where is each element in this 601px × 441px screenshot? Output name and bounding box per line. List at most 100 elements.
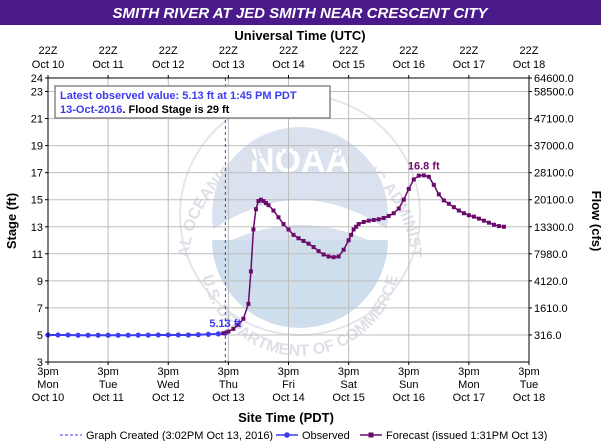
top-tick-time: 22Z	[339, 45, 358, 57]
forecast-point	[481, 218, 486, 223]
y2-tick-label: 64600.0	[534, 73, 574, 85]
y-tick-label: 15	[31, 195, 43, 207]
forecast-point	[258, 197, 263, 202]
forecast-point	[461, 211, 466, 216]
forecast-point	[401, 197, 406, 202]
top-axis-title: Universal Time (UTC)	[234, 28, 365, 43]
x-tick-time: 3pm	[278, 366, 299, 378]
top-tick-date: Oct 10	[32, 59, 64, 71]
latest-value-box: Latest observed value: 5.13 ft at 1:45 P…	[54, 85, 331, 119]
observed-value-label: 5.13 ft	[209, 318, 241, 330]
latest-value-date: 13-Oct-2016	[60, 104, 122, 116]
observed-point	[115, 332, 121, 338]
title-bar	[0, 0, 601, 25]
top-tick-time: 22Z	[159, 45, 178, 57]
y-axis-title: Stage (ft)	[4, 193, 19, 249]
forecast-point	[281, 222, 286, 227]
forecast-point	[436, 192, 441, 197]
top-tick-date: Oct 17	[453, 59, 485, 71]
forecast-point	[391, 211, 396, 216]
forecast-point	[271, 208, 276, 213]
watermark-lower-half	[212, 240, 388, 328]
y2-tick-label: 37000.0	[534, 141, 574, 153]
y-tick-label: 23	[31, 87, 43, 99]
y-tick-label: 5	[37, 330, 43, 342]
y-tick-label: 7	[37, 303, 43, 315]
x-tick-date: Oct 13	[212, 392, 244, 404]
x-tick-day: Tue	[99, 379, 118, 391]
top-tick-time: 22Z	[399, 45, 418, 57]
y-tick-label: 19	[31, 141, 43, 153]
forecast-point	[496, 224, 501, 229]
x-tick-day: Wed	[157, 379, 179, 391]
forecast-point	[426, 174, 431, 179]
observed-point	[205, 331, 211, 337]
y-tick-label: 24	[31, 73, 43, 85]
forecast-point	[376, 217, 381, 222]
forecast-point	[446, 201, 451, 206]
latest-value-line1: Latest observed value: 5.13 ft at 1:45 P…	[60, 90, 297, 102]
forecast-point	[331, 255, 336, 260]
observed-point	[125, 332, 131, 338]
peak-value-label: 16.8 ft	[408, 160, 440, 172]
x-tick-day: Sun	[399, 379, 419, 391]
forecast-point	[411, 177, 416, 182]
y2-tick-label: 4120.0	[534, 276, 568, 288]
x-tick-time: 3pm	[398, 366, 419, 378]
legend-forecast-label: Forecast (issued 1:31PM Oct 13)	[386, 430, 547, 441]
forecast-point	[286, 227, 291, 232]
y2-tick-label: 20100.0	[534, 195, 574, 207]
y2-tick-label: 47100.0	[534, 114, 574, 126]
forecast-point	[276, 215, 281, 220]
x-axis-title: Site Time (PDT)	[238, 410, 334, 425]
observed-point	[145, 332, 151, 338]
latest-value-box-border	[54, 85, 331, 119]
y-tick-label: 11	[32, 249, 43, 261]
x-tick-day: Mon	[37, 379, 58, 391]
y2-tick-label: 1610.0	[534, 303, 568, 315]
watermark-disk	[212, 127, 388, 303]
x-tick-date: Oct 10	[32, 392, 64, 404]
y2-tick-label: 316.0	[534, 330, 562, 342]
observed-point	[215, 331, 221, 337]
x-tick-day: Tue	[520, 379, 539, 391]
top-tick-time: 22Z	[39, 45, 58, 57]
observed-point	[155, 332, 161, 338]
forecast-point	[263, 201, 268, 206]
x-tick-day: Fri	[282, 379, 295, 391]
forecast-point	[231, 326, 236, 331]
x-tick-time: 3pm	[338, 366, 359, 378]
y2-axis-title: Flow (cfs)	[589, 191, 601, 252]
flood-stage-text: . Flood Stage is 29 ft	[122, 104, 229, 116]
svg-text:13-Oct-2016. Flood Stage is 29: 13-Oct-2016. Flood Stage is 29 ft	[60, 104, 230, 116]
forecast-point	[221, 331, 226, 336]
forecast-point	[306, 241, 311, 246]
y2-tick-label: 58500.0	[534, 87, 574, 99]
forecast-point	[251, 227, 256, 232]
forecast-point	[431, 182, 436, 187]
observed-point	[175, 332, 181, 338]
y-tick-label: 21	[31, 114, 43, 126]
forecast-point	[441, 198, 446, 203]
forecast-point	[386, 213, 391, 218]
x-tick-date: Oct 16	[393, 392, 425, 404]
forecast-point	[466, 213, 471, 218]
forecast-point	[501, 224, 506, 229]
observed-point	[55, 332, 61, 338]
top-axis-ticks: 22Z Oct 10 22Z Oct 11 22Z Oct 12 22Z Oct 13 22Z O…	[32, 45, 545, 78]
legend-observed-label: Observed	[302, 430, 350, 441]
observed-point	[75, 332, 81, 338]
y-tick-label: 3	[37, 357, 43, 369]
forecast-point	[351, 227, 356, 232]
forecast-point	[361, 220, 366, 225]
top-tick-time: 22Z	[520, 45, 539, 57]
right-axis-ticks: 316.0 1610.0 4120.0 7980.0 13300.0 20100.0 281…	[529, 73, 574, 342]
forecast-point	[253, 207, 258, 212]
top-tick-date: Oct 18	[513, 59, 545, 71]
x-tick-date: Oct 18	[513, 392, 545, 404]
forecast-point	[354, 224, 359, 229]
forecast-point	[236, 322, 241, 327]
x-tick-date: Oct 11	[92, 392, 124, 404]
top-tick-time: 22Z	[99, 45, 118, 57]
